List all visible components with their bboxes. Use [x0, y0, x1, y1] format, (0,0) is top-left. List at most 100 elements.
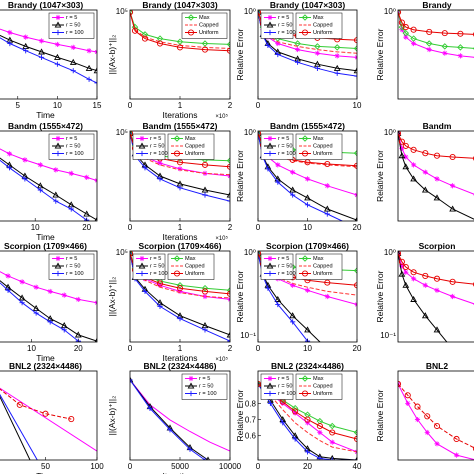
legend-marker	[267, 390, 273, 397]
series-line	[0, 388, 72, 420]
legend-marker	[267, 135, 273, 142]
series-point	[202, 293, 208, 300]
chart-title: Bandm	[423, 121, 452, 131]
series-point	[38, 54, 45, 60]
series-point	[86, 76, 92, 82]
legend-marker	[301, 390, 309, 397]
series-point	[329, 439, 335, 445]
legend-marker	[267, 270, 273, 277]
legend-label: Max	[313, 376, 324, 382]
series-point	[177, 185, 183, 191]
series-point	[42, 410, 49, 417]
legend-marker	[301, 14, 309, 21]
legend-label: r = 5	[150, 136, 161, 142]
series-line	[398, 253, 474, 285]
axes-box	[257, 9, 358, 100]
series-line	[0, 157, 97, 221]
series-point	[457, 53, 463, 59]
series-point	[54, 61, 60, 67]
series-point	[398, 131, 402, 136]
series-point	[449, 278, 456, 285]
series-point	[258, 251, 261, 256]
series-point	[426, 46, 432, 53]
series-group	[398, 251, 474, 351]
chart-title: Brandy (1047×303)	[142, 0, 218, 10]
x-tick-label: 10	[31, 223, 40, 232]
legend-marker	[139, 270, 145, 277]
series-line	[0, 34, 97, 72]
series-point	[410, 295, 417, 302]
series-point	[86, 48, 92, 54]
legend-label: r = 100	[278, 151, 296, 157]
legend-label: Capped	[313, 144, 333, 150]
series-point	[317, 429, 323, 436]
legend-marker	[267, 375, 273, 382]
series-point	[22, 176, 28, 182]
series-point	[265, 166, 271, 172]
series-point	[53, 167, 59, 173]
axes-box	[397, 9, 474, 100]
series-point	[131, 27, 139, 34]
series-point	[421, 312, 429, 319]
series-point	[314, 43, 321, 50]
series-point	[398, 380, 402, 387]
series-point	[403, 34, 409, 40]
series-point	[398, 10, 402, 16]
series-point	[274, 295, 282, 302]
series-group	[398, 380, 474, 460]
x-tick-label: 0	[128, 462, 133, 471]
series-point	[130, 131, 134, 137]
series-line	[0, 28, 97, 53]
series-point	[202, 327, 208, 333]
legend-marker	[266, 21, 274, 28]
series-point	[402, 142, 409, 149]
series-point	[275, 51, 281, 58]
x-tick-label: 20	[82, 223, 91, 232]
series-point	[411, 276, 417, 282]
series-point	[399, 263, 405, 269]
legend-label: Max	[185, 136, 196, 142]
x-tick-label: 0	[128, 344, 133, 353]
legend-label: Max	[313, 256, 324, 262]
series-point	[433, 152, 441, 159]
legend-label: Uniform	[185, 271, 205, 277]
series-point	[450, 346, 455, 351]
legend-marker	[138, 262, 146, 269]
chart-panel: BNL2 (2324×4486) 50 100 Time	[0, 361, 104, 474]
x-tick-label: 5000	[171, 462, 189, 471]
series-point	[453, 452, 460, 458]
series-point	[441, 43, 449, 50]
legend-label: r = 5	[278, 256, 289, 262]
series-point	[314, 50, 320, 56]
legend-marker	[301, 29, 309, 36]
series-point	[33, 284, 39, 290]
series-point	[353, 67, 357, 74]
series-point	[177, 288, 183, 295]
series-point	[398, 251, 402, 257]
chart-panel: Brandy 10⁰ Relative Error	[375, 0, 474, 100]
series-point	[258, 380, 262, 388]
series-point	[227, 338, 230, 342]
series-point	[201, 186, 209, 193]
y-axis-label: Relative Error	[235, 270, 245, 322]
legend-marker	[55, 270, 61, 277]
series-point	[289, 186, 297, 193]
series-point	[157, 176, 163, 182]
series-point	[472, 282, 474, 287]
series-point	[38, 38, 45, 44]
legend-marker	[188, 375, 194, 382]
x-tick-label: 10	[27, 344, 36, 353]
series-group	[130, 376, 230, 460]
series-point	[156, 40, 164, 47]
series-point	[316, 422, 323, 430]
series-point	[410, 35, 417, 42]
series-point	[19, 300, 25, 306]
y-tick-label: 10⁵	[116, 128, 128, 137]
series-point	[353, 149, 357, 157]
legend-label: r = 50	[278, 264, 292, 270]
series-point	[290, 319, 296, 325]
chart-panel: Scorpion (1709×466) 0 1 2×10⁵ 10⁵ Iterations |…	[107, 241, 233, 363]
x-tick-label: 0	[128, 101, 133, 110]
x-tick-label: 10	[53, 101, 62, 110]
